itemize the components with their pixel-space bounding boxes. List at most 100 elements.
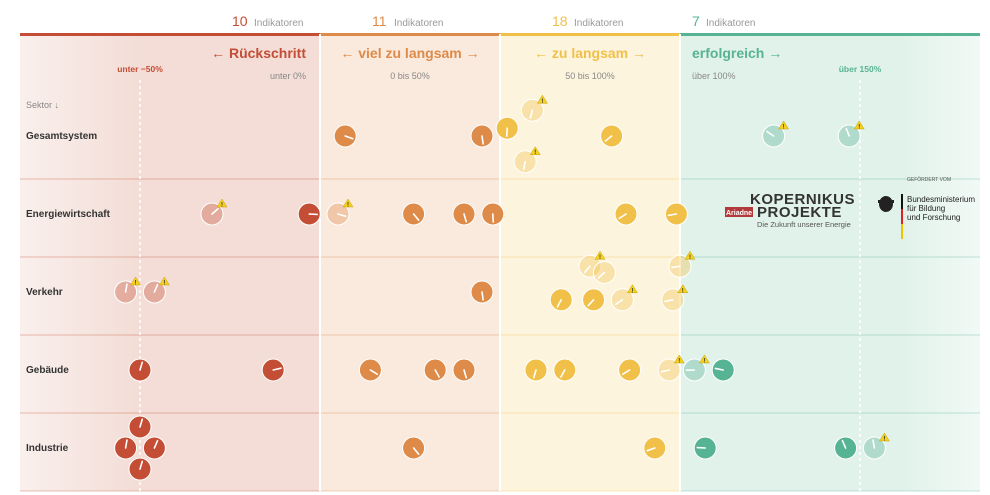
warning-icon: ! — [594, 250, 606, 261]
indicator-hand — [522, 160, 527, 171]
indicator-hand — [597, 271, 606, 279]
indicator-point[interactable]: ! — [520, 94, 548, 122]
indicator-point[interactable] — [128, 358, 152, 382]
svg-text:!: ! — [135, 281, 137, 287]
indicator-point[interactable]: ! — [682, 354, 710, 382]
indicator-point[interactable] — [553, 358, 577, 382]
indicator-point[interactable]: ! — [837, 120, 865, 148]
sector-label: Gesamtsystem — [26, 131, 97, 142]
indicator-point[interactable]: ! — [610, 284, 638, 312]
indicator-hand — [583, 265, 591, 274]
indicator-point[interactable] — [582, 288, 606, 312]
indicator-hand — [614, 298, 624, 306]
category-bg-viel — [320, 34, 500, 491]
indicator-point[interactable] — [128, 415, 152, 439]
indicator-point[interactable]: ! — [142, 276, 170, 304]
indicator-point[interactable] — [834, 436, 858, 460]
warning-icon: ! — [130, 276, 142, 287]
indicator-hand — [660, 369, 671, 373]
indicator-point[interactable] — [297, 202, 321, 226]
indicator-hand — [714, 367, 725, 371]
indicator-hand — [529, 109, 534, 119]
kopernikus-logo: KOPERNIKUS Ariadne PROJEKTE Die Zukunft … — [725, 191, 855, 229]
indicator-hand — [671, 265, 681, 269]
kopernikus-line2: PROJEKTE — [757, 204, 842, 221]
indicator-point[interactable] — [470, 280, 494, 304]
svg-text:!: ! — [783, 125, 785, 131]
indicator-hand — [556, 298, 563, 308]
svg-text:!: ! — [541, 99, 543, 105]
sector-label: Industrie — [26, 443, 69, 454]
indicator-hand — [463, 213, 468, 223]
category-count-erfolg: 7 — [692, 13, 700, 29]
svg-text:!: ! — [883, 437, 885, 443]
svg-text:!: ! — [703, 359, 705, 365]
indicator-hand — [139, 361, 144, 371]
indicator-point[interactable]: ! — [513, 146, 541, 174]
svg-text:!: ! — [221, 203, 223, 209]
indicator-hand — [604, 135, 613, 142]
indicator-point[interactable] — [128, 457, 152, 481]
indicator-hand — [664, 298, 674, 303]
indicator-point[interactable]: ! — [114, 276, 142, 304]
warning-icon: ! — [216, 198, 228, 209]
category-count-rueck: 10 — [232, 13, 248, 29]
indicator-point[interactable] — [600, 124, 624, 148]
indicator-point[interactable] — [423, 358, 447, 382]
indicator-hand — [872, 439, 876, 449]
indicator-point[interactable]: ! — [862, 432, 890, 460]
indicator-point[interactable] — [402, 436, 426, 460]
indicator-point[interactable]: ! — [578, 250, 606, 278]
sector-axis-label: Sektor ↓ — [26, 100, 59, 110]
indicator-point[interactable] — [452, 358, 476, 382]
indicator-hand — [646, 447, 656, 452]
indicator-point[interactable] — [711, 358, 735, 382]
indicator-point[interactable] — [452, 202, 476, 226]
indicator-point[interactable] — [333, 124, 357, 148]
indicator-point[interactable] — [402, 202, 426, 226]
sector-label: Gebäude — [26, 365, 69, 376]
indicator-point[interactable] — [693, 436, 717, 460]
svg-text:!: ! — [347, 203, 349, 209]
indicator-hand — [272, 367, 282, 371]
indicator-point[interactable] — [614, 202, 638, 226]
indicator-hand — [124, 439, 128, 449]
indicator-hand — [463, 369, 468, 379]
indicator-point[interactable] — [549, 288, 573, 312]
indicator-point[interactable]: ! — [200, 198, 228, 226]
kopernikus-sub: Die Zukunft unserer Energie — [757, 220, 851, 229]
indicator-point[interactable] — [524, 358, 548, 382]
eagle-icon — [878, 196, 894, 212]
kopernikus-line1: KOPERNIKUS — [750, 191, 855, 208]
indicator-point[interactable] — [495, 116, 519, 140]
category-topline-viel — [320, 33, 500, 36]
indicator-point[interactable] — [261, 358, 285, 382]
indicator-point[interactable] — [142, 436, 166, 460]
indicator-hand — [369, 369, 379, 375]
category-title-rueck: ← Rückschritt — [211, 45, 306, 61]
category-count-label-viel: Indikatoren — [394, 18, 443, 29]
flag-red — [901, 209, 903, 224]
indicator-point[interactable] — [618, 358, 642, 382]
category-topline-rueck — [20, 33, 320, 36]
svg-text:!: ! — [534, 150, 536, 156]
indicator-hand — [412, 447, 420, 455]
warning-icon: ! — [778, 120, 790, 131]
indicator-point[interactable] — [643, 436, 667, 460]
indicator-hand — [481, 135, 484, 145]
indicator-point[interactable]: ! — [661, 284, 689, 312]
indicator-point[interactable] — [592, 261, 616, 284]
category-range-erfolg: über 100% — [692, 71, 736, 81]
indicator-point[interactable] — [470, 124, 494, 148]
indicator-point[interactable] — [664, 202, 688, 226]
indicator-point[interactable]: ! — [762, 120, 790, 148]
indicator-point[interactable] — [358, 358, 382, 382]
indicator-point[interactable]: ! — [657, 354, 685, 382]
indicator-point[interactable] — [114, 436, 138, 460]
indicator-hand — [481, 291, 484, 301]
indicator-point[interactable] — [481, 202, 505, 226]
indicator-point[interactable]: ! — [326, 198, 354, 226]
ministry-line1: Bundesministerium — [907, 195, 975, 204]
indicator-point[interactable]: ! — [668, 250, 696, 278]
category-topline-erfolg — [680, 33, 980, 36]
